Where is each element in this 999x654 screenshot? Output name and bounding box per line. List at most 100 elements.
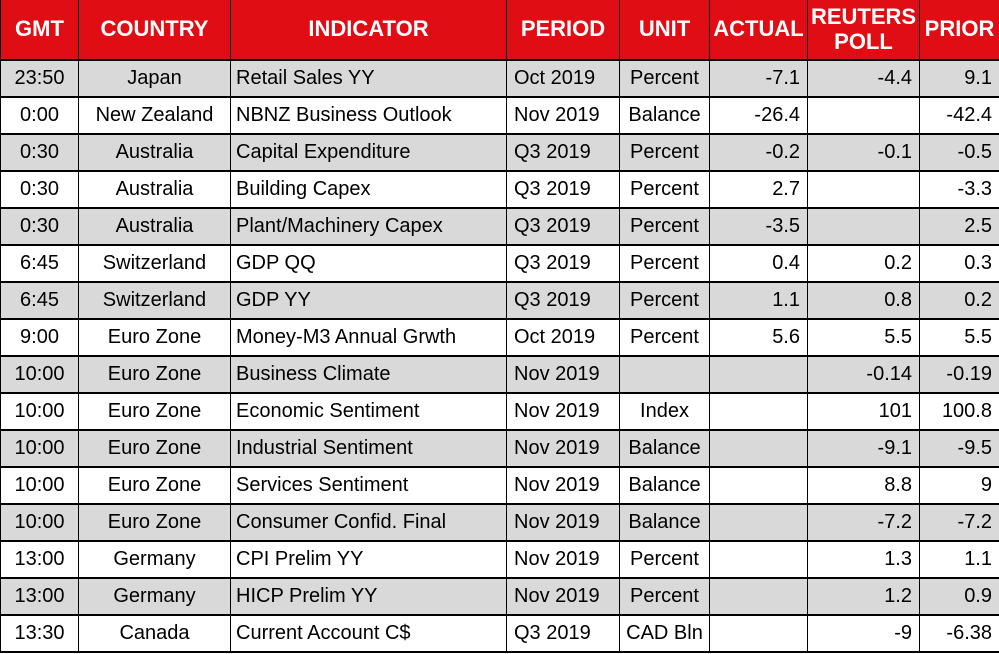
cell-period: Nov 2019 xyxy=(506,540,620,579)
cell-period: Nov 2019 xyxy=(506,392,620,431)
cell-unit: Percent xyxy=(619,281,710,320)
column-header-gmt: GMT xyxy=(0,0,79,61)
column-header-prior: PRIOR xyxy=(919,0,999,61)
cell-country: Euro Zone xyxy=(78,392,231,431)
cell-reuters-poll: 1.3 xyxy=(807,540,920,579)
table-row: 6:45 Switzerland GDP YY Q3 2019 Percent 1.1 0.… xyxy=(0,281,999,320)
table-row: 0:30 Australia Plant/Machinery Capex Q3 201… xyxy=(0,207,999,246)
cell-country: Australia xyxy=(78,207,231,246)
table-row: 0:00 New Zealand NBNZ Business Outlook Nov … xyxy=(0,96,999,135)
cell-actual xyxy=(709,466,808,505)
table-row: 13:00 Germany CPI Prelim YY Nov 2019 Percent… xyxy=(0,540,999,579)
cell-unit: Balance xyxy=(619,503,710,542)
cell-actual: -3.5 xyxy=(709,207,808,246)
cell-prior: -9.5 xyxy=(919,429,999,468)
cell-prior: -42.4 xyxy=(919,96,999,135)
cell-prior: 5.5 xyxy=(919,318,999,357)
cell-period: Nov 2019 xyxy=(506,355,620,394)
cell-reuters-poll: -7.2 xyxy=(807,503,920,542)
cell-period: Nov 2019 xyxy=(506,429,620,468)
table-body: 23:50 Japan Retail Sales YY Oct 2019 Percent… xyxy=(0,59,999,653)
cell-actual xyxy=(709,355,808,394)
cell-period: Q3 2019 xyxy=(506,170,620,209)
cell-actual xyxy=(709,503,808,542)
cell-country: Euro Zone xyxy=(78,466,231,505)
cell-prior: 1.1 xyxy=(919,540,999,579)
cell-reuters-poll: 101 xyxy=(807,392,920,431)
table-row: 13:00 Germany HICP Prelim YY Nov 2019 Percen… xyxy=(0,577,999,616)
cell-gmt: 23:50 xyxy=(0,59,79,98)
cell-indicator: Consumer Confid. Final xyxy=(230,503,507,542)
cell-reuters-poll: -0.14 xyxy=(807,355,920,394)
cell-reuters-poll: 5.5 xyxy=(807,318,920,357)
cell-actual xyxy=(709,614,808,653)
table-row: 10:00 Euro Zone Consumer Confid. Final Nov … xyxy=(0,503,999,542)
cell-unit xyxy=(619,355,710,394)
table-row: 10:00 Euro Zone Business Climate Nov 2019 -0… xyxy=(0,355,999,394)
cell-prior: -0.5 xyxy=(919,133,999,172)
table-row: 6:45 Switzerland GDP QQ Q3 2019 Percent 0.4 0.… xyxy=(0,244,999,283)
column-header-reuters-poll: REUTERS POLL xyxy=(807,0,920,61)
cell-period: Nov 2019 xyxy=(506,466,620,505)
cell-reuters-poll: 0.2 xyxy=(807,244,920,283)
cell-prior: 100.8 xyxy=(919,392,999,431)
cell-prior: 0.3 xyxy=(919,244,999,283)
cell-gmt: 6:45 xyxy=(0,281,79,320)
cell-reuters-poll xyxy=(807,170,920,209)
cell-reuters-poll: 0.8 xyxy=(807,281,920,320)
cell-actual xyxy=(709,540,808,579)
cell-unit: Percent xyxy=(619,133,710,172)
cell-reuters-poll: -4.4 xyxy=(807,59,920,98)
cell-reuters-poll: 1.2 xyxy=(807,577,920,616)
cell-country: Japan xyxy=(78,59,231,98)
table-row: 0:30 Australia Building Capex Q3 2019 Percen… xyxy=(0,170,999,209)
cell-period: Oct 2019 xyxy=(506,318,620,357)
cell-unit: Index xyxy=(619,392,710,431)
cell-reuters-poll: -9 xyxy=(807,614,920,653)
column-header-actual: ACTUAL xyxy=(709,0,808,61)
cell-gmt: 10:00 xyxy=(0,503,79,542)
cell-indicator: Retail Sales YY xyxy=(230,59,507,98)
cell-gmt: 0:30 xyxy=(0,170,79,209)
cell-reuters-poll xyxy=(807,96,920,135)
cell-gmt: 10:00 xyxy=(0,429,79,468)
cell-unit: Balance xyxy=(619,466,710,505)
cell-indicator: Current Account C$ xyxy=(230,614,507,653)
cell-period: Q3 2019 xyxy=(506,207,620,246)
table-row: 0:30 Australia Capital Expenditure Q3 2019 P… xyxy=(0,133,999,172)
cell-gmt: 13:30 xyxy=(0,614,79,653)
cell-indicator: NBNZ Business Outlook xyxy=(230,96,507,135)
cell-unit: Percent xyxy=(619,59,710,98)
cell-gmt: 10:00 xyxy=(0,392,79,431)
table-row: 10:00 Euro Zone Services Sentiment Nov 2019… xyxy=(0,466,999,505)
cell-unit: Percent xyxy=(619,170,710,209)
cell-gmt: 0:30 xyxy=(0,133,79,172)
cell-actual: 1.1 xyxy=(709,281,808,320)
cell-actual: 5.6 xyxy=(709,318,808,357)
header-row: GMT COUNTRY INDICATOR PERIOD UNIT ACTUAL REUTE… xyxy=(0,0,999,61)
cell-country: Euro Zone xyxy=(78,355,231,394)
cell-indicator: Plant/Machinery Capex xyxy=(230,207,507,246)
cell-gmt: 13:00 xyxy=(0,540,79,579)
cell-unit: Percent xyxy=(619,207,710,246)
column-header-indicator: INDICATOR xyxy=(230,0,507,61)
table-row: 23:50 Japan Retail Sales YY Oct 2019 Percent… xyxy=(0,59,999,98)
cell-gmt: 13:00 xyxy=(0,577,79,616)
cell-country: Australia xyxy=(78,133,231,172)
table-row: 9:00 Euro Zone Money-M3 Annual Grwth Oct 20… xyxy=(0,318,999,357)
cell-period: Nov 2019 xyxy=(506,96,620,135)
cell-indicator: Building Capex xyxy=(230,170,507,209)
cell-indicator: Capital Expenditure xyxy=(230,133,507,172)
cell-country: Switzerland xyxy=(78,281,231,320)
cell-period: Q3 2019 xyxy=(506,614,620,653)
cell-prior: 9 xyxy=(919,466,999,505)
cell-indicator: GDP YY xyxy=(230,281,507,320)
cell-country: Germany xyxy=(78,577,231,616)
cell-period: Oct 2019 xyxy=(506,59,620,98)
cell-indicator: Money-M3 Annual Grwth xyxy=(230,318,507,357)
cell-period: Nov 2019 xyxy=(506,503,620,542)
cell-indicator: Economic Sentiment xyxy=(230,392,507,431)
cell-gmt: 9:00 xyxy=(0,318,79,357)
cell-country: Euro Zone xyxy=(78,429,231,468)
